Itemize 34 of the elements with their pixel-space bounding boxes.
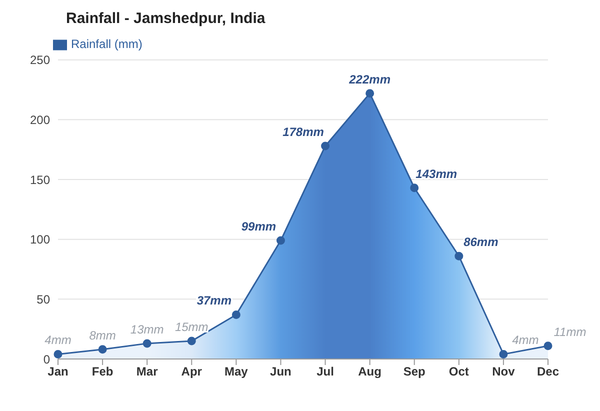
x-tick-label: May <box>224 364 248 379</box>
x-tick-label: Apr <box>181 364 202 379</box>
legend-label: Rainfall (mm) <box>71 37 142 51</box>
data-label: 13mm <box>130 322 164 336</box>
y-tick-label: 150 <box>30 172 50 187</box>
x-tick-label: Jul <box>316 364 334 379</box>
data-label: 222mm <box>348 72 391 86</box>
x-tick-label: Jun <box>270 364 292 379</box>
y-tick-label: 0 <box>43 352 50 366</box>
x-tick-label: Mar <box>136 364 158 379</box>
point <box>321 142 330 150</box>
data-label: 4mm <box>44 333 72 348</box>
x-tick-label: Jan <box>48 364 68 379</box>
data-label: 86mm <box>464 235 499 250</box>
chart-title: Rainfall - Jamshedpur, India <box>65 9 266 27</box>
y-tick-label: 50 <box>36 292 50 306</box>
x-tick-label: Nov <box>492 364 516 379</box>
x-tick-label: Aug <box>358 364 382 379</box>
x-tick-label: Oct <box>448 364 469 379</box>
x-tick-label: Sep <box>403 364 426 379</box>
point <box>366 89 374 98</box>
data-label: 8mm <box>89 328 116 342</box>
data-label: 15mm <box>174 320 208 334</box>
x-tick-label: Dec <box>536 364 560 379</box>
data-label: 11mm <box>554 324 586 339</box>
x-tick-label: Feb <box>92 364 114 379</box>
data-label: 143mm <box>416 166 458 181</box>
data-label: 37mm <box>196 294 232 308</box>
y-tick-label: 100 <box>30 232 50 247</box>
data-label: 4mm <box>512 333 539 348</box>
data-label: 99mm <box>241 220 276 234</box>
y-tick-label: 200 <box>30 112 50 127</box>
data-label: 178mm <box>282 124 324 139</box>
y-tick-label: 250 <box>30 53 50 68</box>
